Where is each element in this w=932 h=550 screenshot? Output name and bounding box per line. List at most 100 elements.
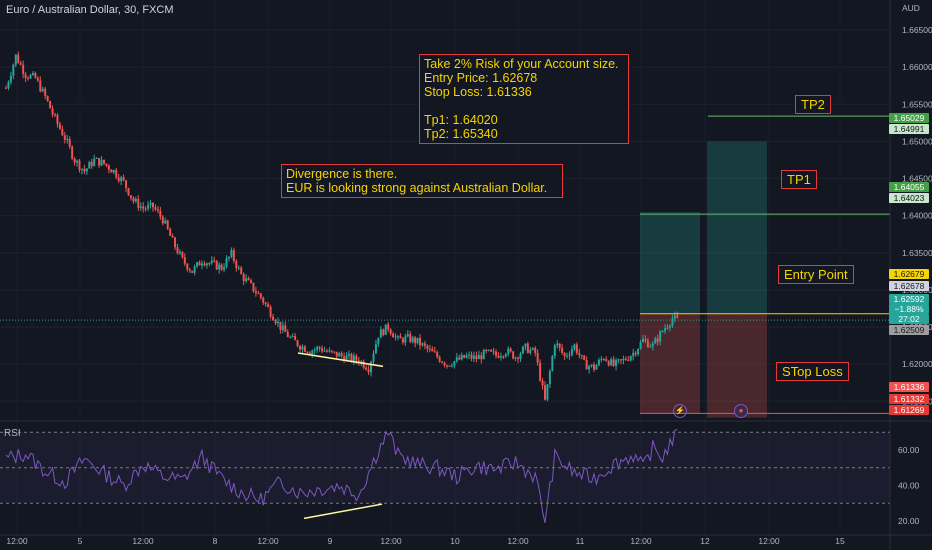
candle-body xyxy=(279,321,282,330)
candle-body xyxy=(14,54,17,65)
candle-body xyxy=(590,364,593,367)
candle-body xyxy=(296,340,299,346)
candle-body xyxy=(514,357,517,359)
price-label-entry: 1.62679 xyxy=(889,269,929,279)
candle-body xyxy=(387,324,390,330)
tp2-label[interactable]: TP2 xyxy=(795,95,831,114)
candle-body xyxy=(73,158,76,163)
candle-body xyxy=(335,351,338,357)
candle-body xyxy=(41,88,44,92)
candle-body xyxy=(22,64,25,74)
price-label-tp1-b: 1.64023 xyxy=(889,193,929,203)
candle-body xyxy=(156,209,159,211)
candle-body xyxy=(274,320,277,324)
candle-body xyxy=(619,359,622,361)
target-zone xyxy=(707,141,767,314)
x-tick-label: 12:00 xyxy=(380,536,402,546)
divergence-note[interactable]: Divergence is there. EUR is looking stro… xyxy=(281,164,563,198)
candle-body xyxy=(654,338,657,344)
candle-body xyxy=(39,80,42,92)
candle-body xyxy=(411,337,414,342)
candle-body xyxy=(504,354,507,357)
candle-body xyxy=(169,228,172,236)
x-tick-label: 12:00 xyxy=(758,536,780,546)
x-tick-label: 12:00 xyxy=(257,536,279,546)
entry-point-label[interactable]: Entry Point xyxy=(778,265,854,284)
rsi-line xyxy=(5,429,678,523)
candle-body xyxy=(115,169,118,178)
candle-body xyxy=(519,353,522,359)
candle-body xyxy=(51,108,54,115)
candle-body xyxy=(188,269,191,271)
price-label-sl-b: 1.61332 xyxy=(889,394,929,404)
candle-body xyxy=(103,159,105,164)
candle-body xyxy=(78,160,81,170)
candle-body xyxy=(433,351,436,353)
candle-body xyxy=(656,338,659,342)
candle-body xyxy=(548,370,551,385)
price-label-change: −1.88% xyxy=(889,304,929,314)
candle-body xyxy=(465,355,468,358)
risk-note[interactable]: Take 2% Risk of your Account size. Entry… xyxy=(419,54,629,144)
candle-body xyxy=(166,220,169,229)
candle-body xyxy=(208,263,211,265)
candle-body xyxy=(252,282,255,292)
candle-body xyxy=(374,343,377,354)
candle-body xyxy=(44,88,47,96)
candle-body xyxy=(668,325,671,328)
candle-body xyxy=(492,351,495,353)
candle-body xyxy=(343,355,346,362)
candle-body xyxy=(56,115,59,124)
candle-body xyxy=(563,352,566,357)
rsi-tick-label: 60.00 xyxy=(898,445,920,455)
rsi-indicator-label[interactable]: RSI xyxy=(4,428,21,439)
price-label-low: 1.62509 xyxy=(889,325,929,335)
candle-body xyxy=(470,354,473,359)
candle-body xyxy=(392,333,395,338)
symbol-title[interactable]: Euro / Australian Dollar, 30, FXCM xyxy=(6,4,174,16)
candle-body xyxy=(345,355,348,362)
tp1-label[interactable]: TP1 xyxy=(781,170,817,189)
candle-body xyxy=(423,343,426,346)
stop-loss-label[interactable]: STop Loss xyxy=(776,362,849,381)
candle-body xyxy=(230,250,233,257)
candle-body xyxy=(46,95,49,102)
candle-body xyxy=(27,77,30,79)
candle-body xyxy=(186,263,189,270)
lightning-icon[interactable]: ⚡ xyxy=(673,404,687,418)
candle-body xyxy=(352,355,355,362)
candle-body xyxy=(269,307,272,317)
price-label-entry-b: 1.62678 xyxy=(889,281,929,291)
flag-icon[interactable]: ● xyxy=(734,404,748,418)
candle-body xyxy=(5,87,7,89)
candle-body xyxy=(583,355,586,360)
x-tick-label: 15 xyxy=(835,536,845,546)
candle-body xyxy=(34,73,37,78)
x-tick-label: 5 xyxy=(78,536,83,546)
candle-body xyxy=(438,356,441,362)
candle-body xyxy=(526,343,529,353)
candle-body xyxy=(477,355,480,360)
candle-body xyxy=(196,262,199,267)
candle-body xyxy=(316,347,319,350)
candle-body xyxy=(521,346,524,354)
candle-body xyxy=(379,329,382,338)
candle-body xyxy=(485,349,488,351)
candle-body xyxy=(597,359,600,366)
candle-body xyxy=(54,114,56,116)
candle-body xyxy=(348,354,350,356)
candle-body xyxy=(676,315,679,318)
x-tick-label: 12:00 xyxy=(6,536,28,546)
candle-body xyxy=(453,361,456,366)
candle-body xyxy=(31,73,34,75)
candle-body xyxy=(580,355,583,357)
candle-body xyxy=(539,362,542,381)
candle-body xyxy=(218,264,221,270)
candle-body xyxy=(642,339,644,343)
candle-body xyxy=(463,354,466,358)
candle-body xyxy=(291,335,294,337)
price-label-tp2-b: 1.64991 xyxy=(889,124,929,134)
candle-body xyxy=(183,257,186,264)
candle-body xyxy=(468,354,471,356)
